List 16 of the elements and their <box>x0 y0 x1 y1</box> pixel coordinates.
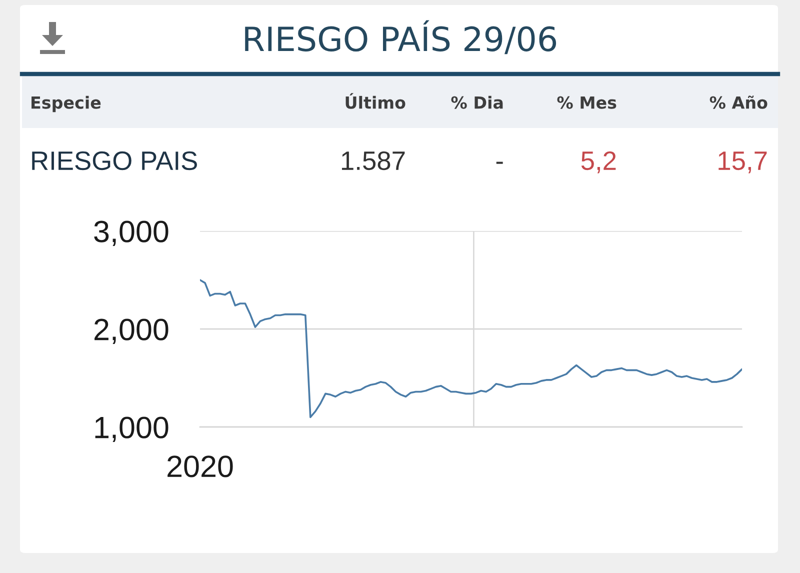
chart-title: RIESGO PAÍS 29/06 <box>245 20 556 54</box>
line-series <box>200 279 742 418</box>
text: RIESGO PAIS <box>32 151 197 170</box>
text: Último <box>346 93 406 109</box>
text: 1.587 <box>342 151 405 170</box>
text: - <box>496 162 503 164</box>
text: % Año <box>710 96 768 109</box>
text: 5,2 <box>581 151 616 174</box>
text: 15,7 <box>718 152 767 174</box>
y-tick-label: 2,000 <box>94 318 168 344</box>
y-tick-label: 1,000 <box>95 416 168 442</box>
text: % Mes <box>557 96 616 109</box>
text: Especie <box>32 96 101 112</box>
y-tick-label: 3,000 <box>94 220 168 246</box>
x-tick-label: 2020 <box>168 456 233 478</box>
text: % Dia <box>451 96 503 109</box>
